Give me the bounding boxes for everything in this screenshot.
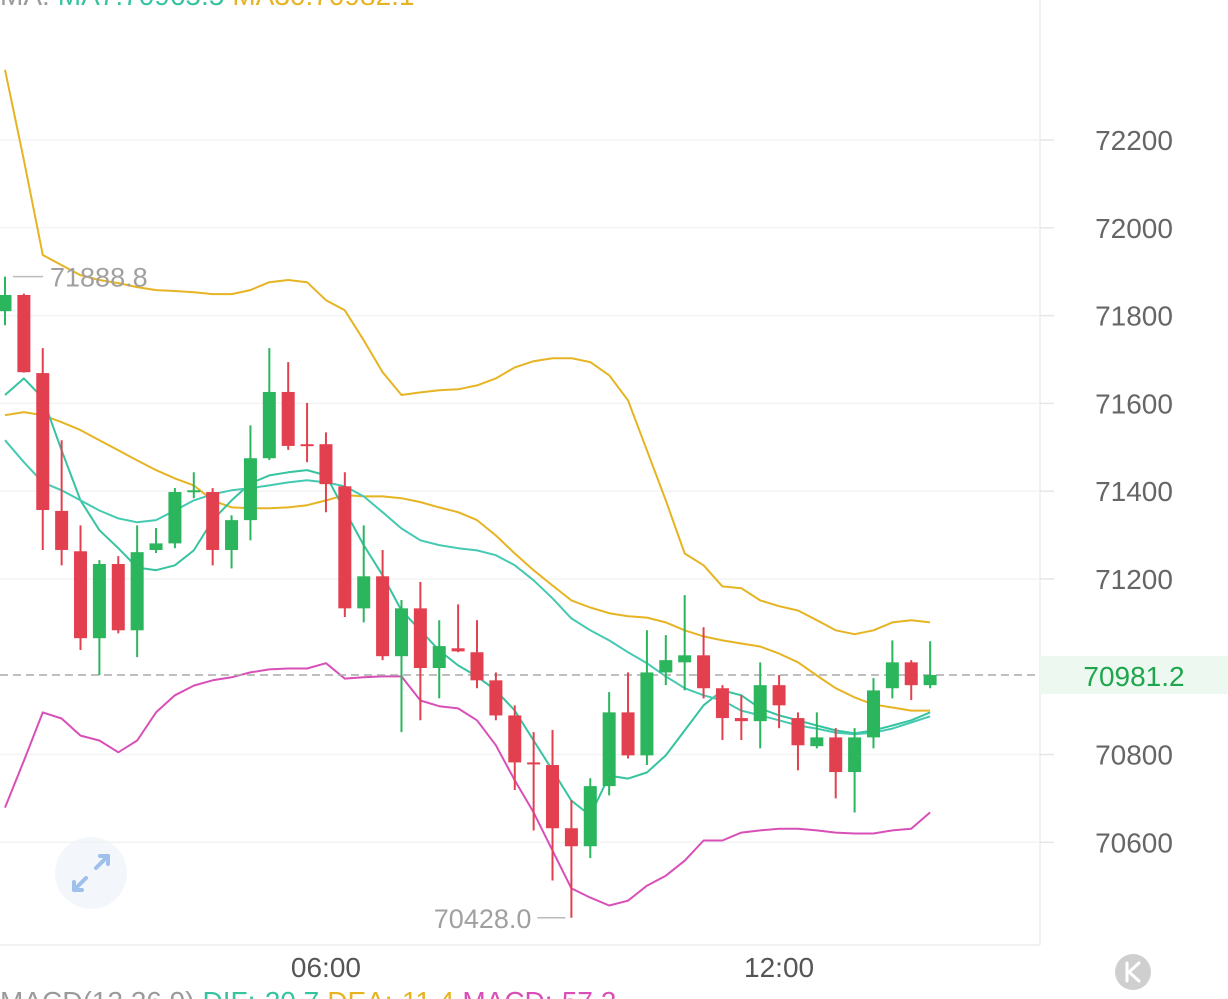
k-icon [1125,961,1141,983]
candles-layer [0,276,937,918]
candle-body [602,712,616,787]
grid-layer [0,0,1054,946]
candle-body [432,646,446,669]
high-marker-label: 71888.8 [50,263,148,293]
candle-body [772,685,786,706]
header-item: MA7:70965.5 [58,0,225,11]
candle-body [225,520,239,550]
candle-body [904,662,918,686]
candle-body [564,828,578,847]
last-price-box [1040,655,1228,694]
header-item: MA: [0,0,50,11]
candle-body [36,373,50,511]
footer-item: MACD(12,26,9) [0,986,195,999]
candle-body [546,765,560,829]
indicator-line [4,411,931,712]
header-item: MA30:70982.1 [232,0,414,11]
candle-body [357,576,371,609]
expand-icon [72,854,110,892]
candle-body [451,648,465,652]
footer-item: DEA:-11.4 [327,986,454,999]
candle-body [885,662,899,689]
y-tick-label: 72200 [1095,125,1173,156]
labels-layer: 70600 70800 71200 71400 71600 71800 72000 72200… [13,125,1228,983]
k-button[interactable] [1115,954,1151,990]
candle-body [149,543,163,550]
candle-body [338,486,352,609]
candle-body [376,576,390,657]
x-tick-label: 06:00 [291,952,361,983]
expand-button[interactable] [55,837,127,909]
candle-body [715,688,729,719]
y-tick-label: 71600 [1095,388,1173,419]
y-tick-label: 72000 [1095,213,1173,244]
candle-body [17,294,31,373]
candle-body [394,608,408,657]
candle-body [489,680,503,716]
candle-body [829,737,843,773]
last-price-label: 70981.2 [1083,661,1184,692]
indicator-line [4,662,931,907]
candle-body [0,294,12,312]
candle-body [678,655,692,663]
candle-body [527,762,541,765]
candle-body [810,737,824,747]
candle-body [734,718,748,722]
y-tick-label: 71400 [1095,476,1173,507]
candle-body [413,608,427,669]
indicator-line [4,377,931,817]
candle-body [168,492,182,544]
candle-body [866,690,880,738]
low-marker-label: 70428.0 [434,904,532,934]
candle-body [659,660,673,673]
candle-body [74,551,88,639]
y-tick-label: 71800 [1095,301,1173,332]
candle-body [206,492,220,550]
candle-body [753,685,767,722]
y-tick-label: 71200 [1095,564,1173,595]
candle-body [111,564,125,631]
candle-body [262,391,276,459]
indicator-line [4,69,931,636]
top-layer: MA: MA7:70965.5 MA30:70982.1 MACD(12,26,9) D… [0,0,616,999]
indicator-line [4,439,931,736]
candle-body [621,712,635,756]
candle-body [848,737,862,773]
candle-body [791,718,805,746]
candle-body [92,564,106,639]
candle-body [470,652,484,681]
lines-layer [0,69,1228,907]
candle-body [55,510,69,550]
candle-body [243,458,257,521]
candle-body [923,674,937,686]
candle-body [640,672,654,756]
footer-item: MACD:-57.2 [462,986,616,999]
x-tick-label: 12:00 [744,952,814,983]
k-button-bg[interactable] [1115,954,1151,990]
candle-body [319,444,333,485]
candle-body [300,444,314,447]
candle-body [281,391,295,446]
footer-item: DIF:-20.7 [203,986,320,999]
candle-body [187,490,201,493]
candle-body [508,715,522,763]
candle-body [130,552,144,631]
candle-body [697,655,711,689]
expand-button-bg[interactable] [55,837,127,909]
y-tick-label: 70800 [1095,740,1173,771]
y-tick-label: 70600 [1095,827,1173,858]
candle-body [583,786,597,847]
